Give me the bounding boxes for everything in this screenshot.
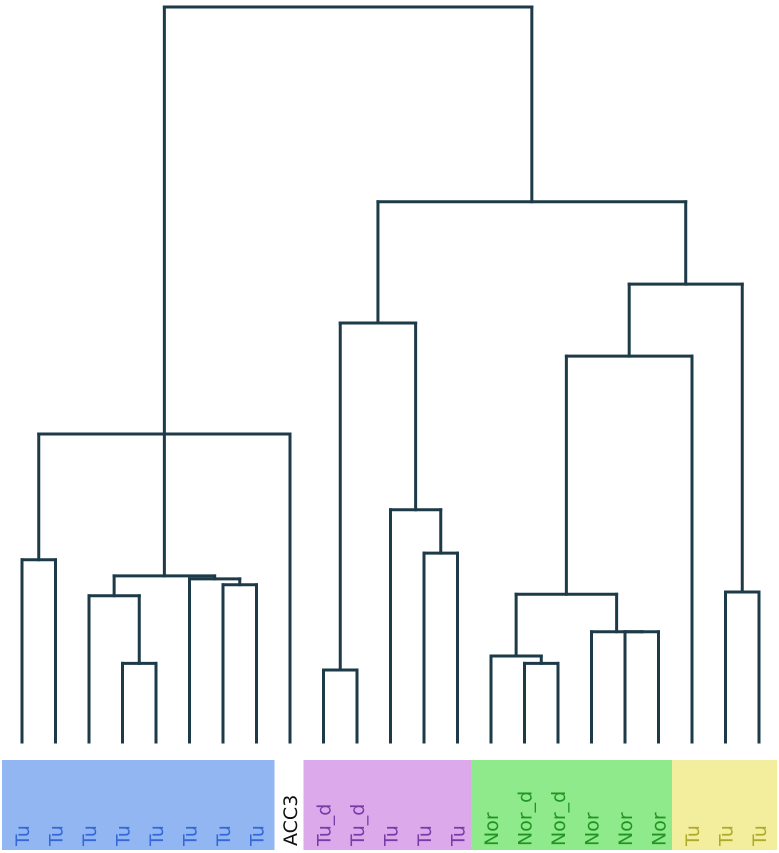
group-band-purple [303,760,476,850]
leaf-label: Nor [481,812,503,846]
leaf-label: Tu [213,825,235,847]
group-band-yellow [672,760,777,850]
leaf-label: Tu [146,825,168,847]
leaf-label: Tu [46,825,68,847]
leaf-labels: Tu Tu Tu Tu Tu Tu Tu Tu ACC3 Tu_d Tu_d Tu Tu Tu Nor Nor… [12,791,771,847]
leaf-label: Tu_d [347,804,369,847]
group-bands [2,760,777,850]
leaf-label: Tu [749,825,771,847]
leaf-label: Tu [682,825,704,847]
leaf-label: ACC3 [280,795,302,846]
leaf-label: Tu [716,825,738,847]
group-band-green [471,760,677,850]
leaf-label: Tu [448,825,470,847]
leaf-label: Nor [615,812,637,846]
leaf-label: Tu_d [314,804,336,847]
leaf-label: Tu [79,825,101,847]
branches [20,5,761,744]
leaf-label: Nor_d [548,791,570,846]
leaf-label: Tu [180,825,202,847]
leaf-label: Nor_d [515,791,537,846]
leaf-label: Tu [414,825,436,847]
leaf-label: Tu [113,825,135,847]
leaf-label: Nor [649,812,671,846]
leaf-label: Tu [381,825,403,847]
leaf-label: Tu [12,825,34,847]
leaf-label: Nor [582,812,604,846]
leaf-label: Tu [247,825,269,847]
group-band-blue [2,760,275,850]
